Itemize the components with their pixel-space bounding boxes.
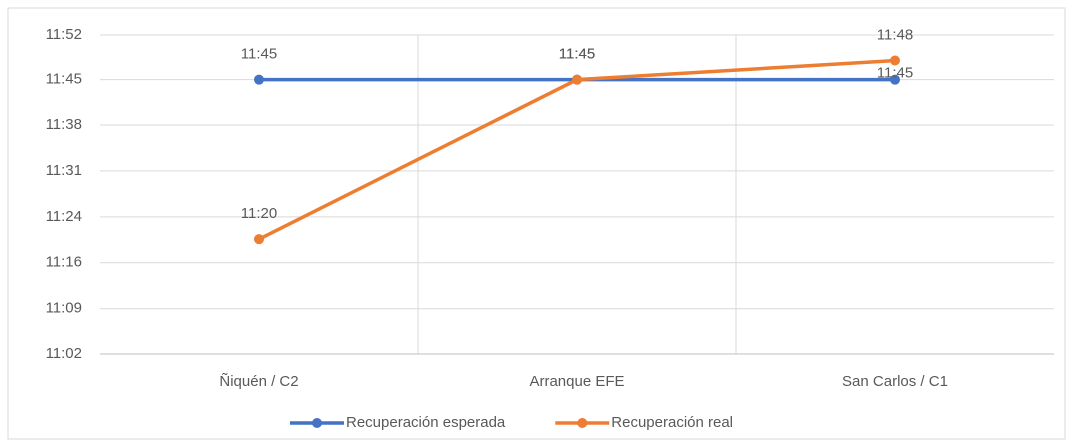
data-point [254, 234, 264, 245]
y-tick-label: 11:38 [46, 116, 82, 133]
y-tick-label: 11:52 [46, 26, 82, 43]
legend-marker [577, 418, 588, 428]
y-tick-label: 11:31 [46, 162, 82, 179]
y-tick-label: 11:16 [46, 254, 82, 271]
y-tick-label: 11:02 [46, 345, 82, 362]
legend-label: Recuperación real [611, 414, 733, 431]
y-tick-label: 11:09 [46, 300, 82, 317]
data-label: 11:45 [877, 65, 913, 82]
data-point [890, 55, 900, 66]
data-label: 11:48 [877, 26, 913, 43]
legend-marker [312, 418, 322, 428]
x-tick-label: San Carlos / C1 [842, 373, 948, 390]
y-tick-label: 11:24 [46, 208, 82, 225]
x-tick-label: Arranque EFE [529, 373, 624, 390]
data-point [254, 74, 264, 85]
data-label: 11:20 [241, 205, 277, 222]
x-tick-label: Ñiquén / C2 [219, 373, 298, 390]
data-point [572, 74, 582, 85]
data-label: 11:45 [559, 46, 595, 63]
legend-label: Recuperación esperada [346, 414, 506, 431]
data-label: 11:45 [241, 46, 277, 63]
data-label: 11:45 [559, 46, 595, 63]
data-point [890, 74, 900, 85]
y-tick-label: 11:45 [46, 71, 82, 88]
